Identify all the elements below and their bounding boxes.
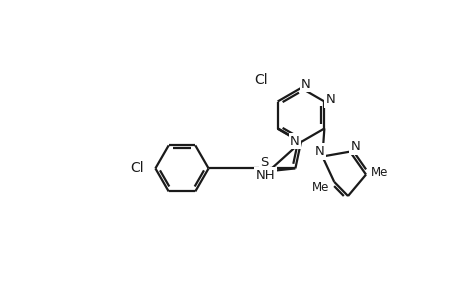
Text: S: S — [260, 156, 268, 169]
Text: N: N — [350, 140, 360, 153]
Text: N: N — [290, 134, 299, 148]
Text: Cl: Cl — [129, 161, 143, 176]
Text: Cl: Cl — [254, 73, 268, 87]
Text: Me: Me — [370, 166, 388, 179]
Text: NH: NH — [255, 169, 275, 182]
Text: N: N — [301, 77, 310, 91]
Text: Me: Me — [311, 182, 328, 194]
Text: N: N — [314, 145, 324, 158]
Text: N: N — [325, 93, 335, 106]
